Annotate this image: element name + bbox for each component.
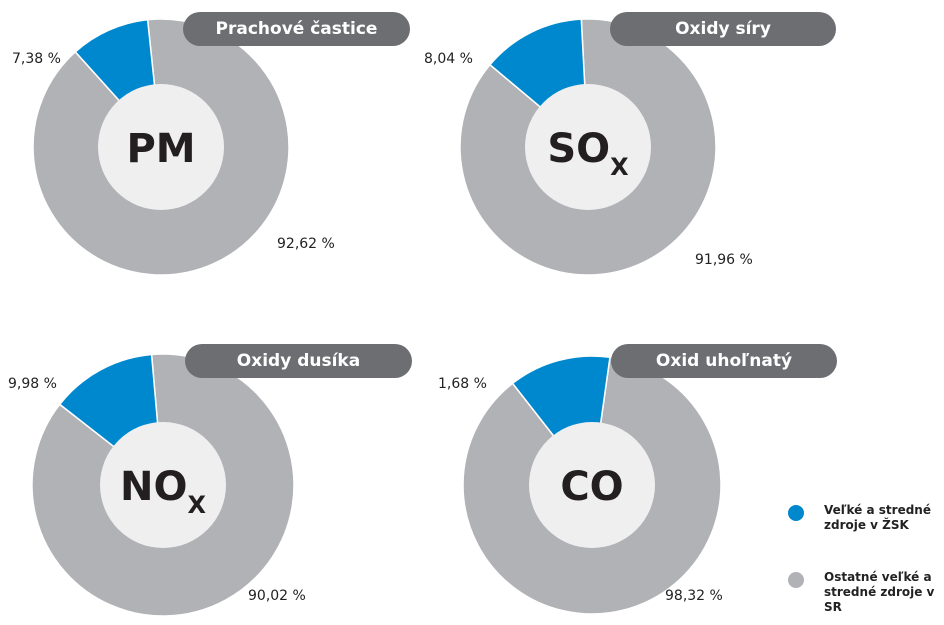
center-label-so: SOX [547, 126, 629, 181]
donut-hole-so [525, 84, 651, 210]
value-label-no-zsk: 9,98 % [8, 376, 57, 392]
legend-label-zsk: Veľké a stredné zdroje v ŽSK [824, 503, 931, 532]
value-label-so-zsk: 8,04 % [424, 51, 473, 67]
donut-hole-co [529, 422, 655, 548]
value-label-so-other: 91,96 % [695, 252, 753, 268]
center-label-no: NOX [120, 464, 206, 519]
value-label-pm-other: 92,62 % [277, 236, 335, 252]
legend-swatch-zsk [788, 505, 804, 521]
center-label-co: CO [560, 464, 623, 510]
legend-label-other: Ostatné veľké a stredné zdroje v SR [824, 570, 935, 614]
chart-title-so: Oxidy síry [610, 12, 836, 46]
value-label-no-other: 90,02 % [248, 588, 306, 604]
center-label-pm: PM [126, 126, 195, 172]
chart-title-pm: Prachové častice [183, 12, 410, 46]
value-label-co-other: 98,32 % [665, 588, 723, 604]
donut-hole-pm [98, 84, 224, 210]
chart-title-co: Oxid uhoľnatý [611, 344, 837, 378]
donut-hole-no [100, 422, 226, 548]
value-label-pm-zsk: 7,38 % [12, 51, 61, 67]
chart-title-no: Oxidy dusíka [185, 344, 412, 378]
legend-item-zsk: Veľké a stredné zdroje v ŽSK [788, 503, 942, 533]
value-label-co-zsk: 1,68 % [438, 376, 487, 392]
legend-swatch-other [788, 572, 804, 588]
legend-item-other: Ostatné veľké a stredné zdroje v SR [788, 570, 942, 615]
